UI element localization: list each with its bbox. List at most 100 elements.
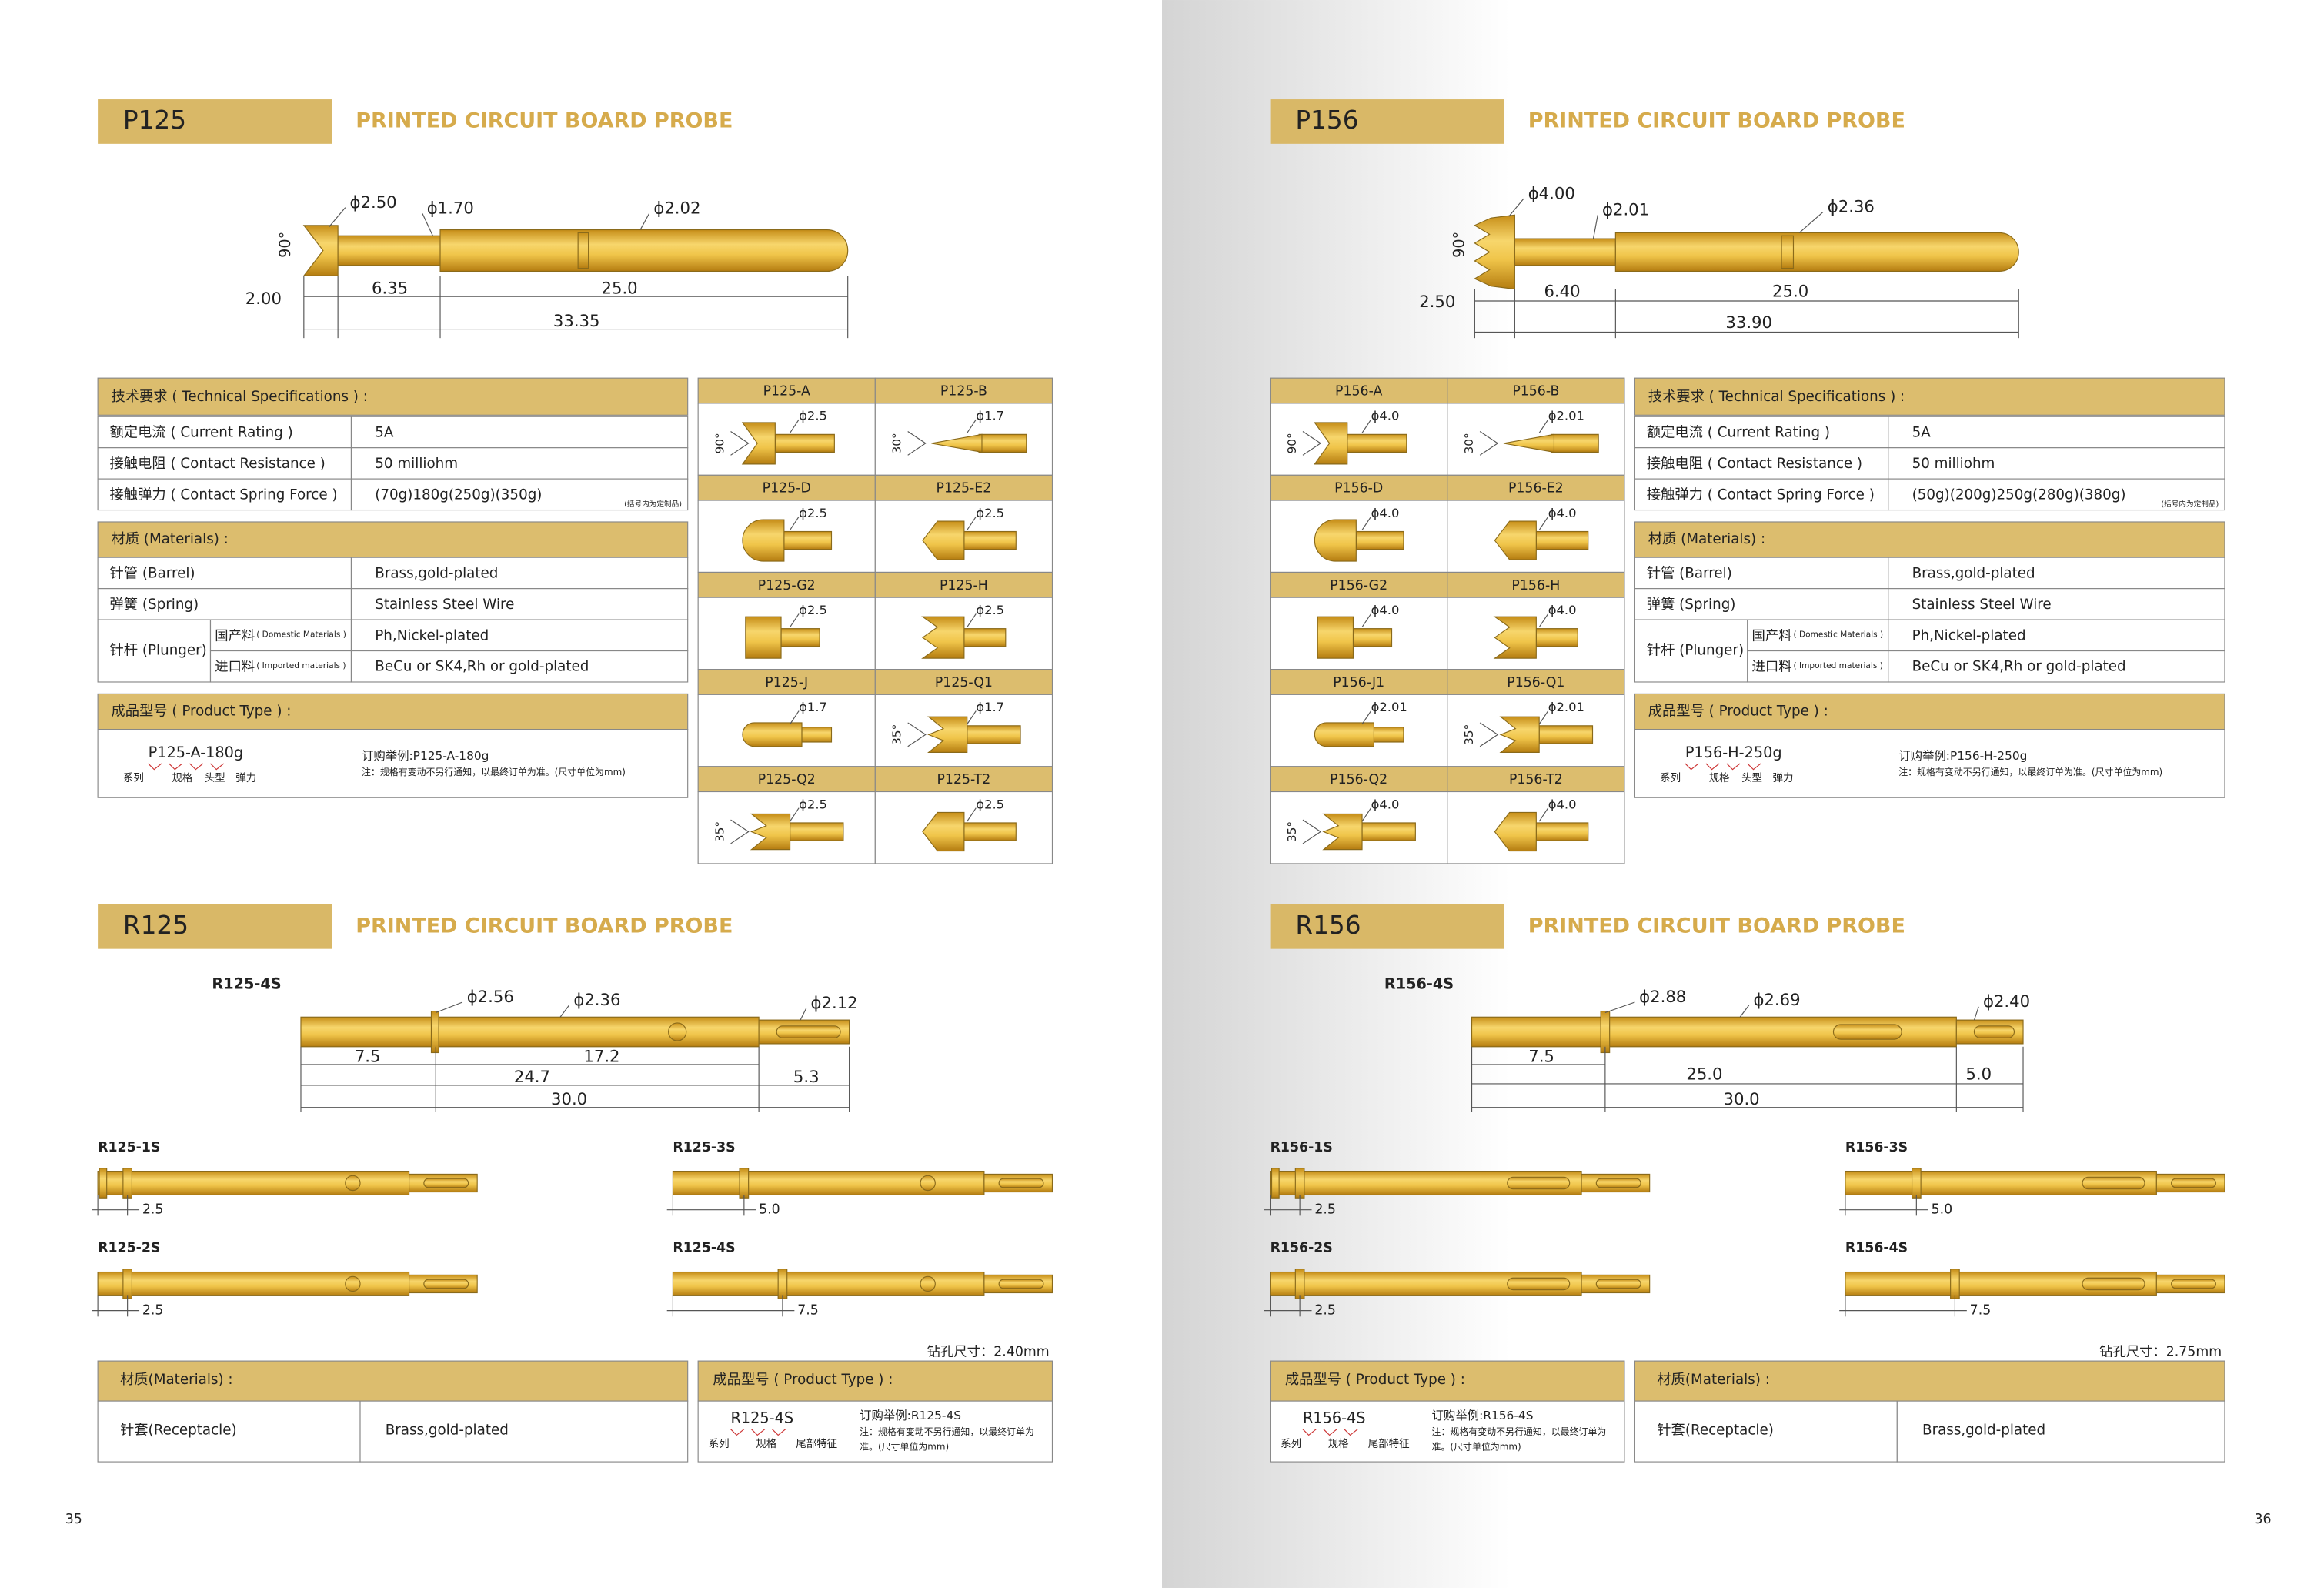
table-header-text: 成品型号 ( Product Type ) :: [1648, 704, 1828, 720]
leader-line: [639, 213, 650, 230]
leader-line: [1538, 807, 1549, 822]
material-sub-note: ( Imported materials ): [1793, 661, 1882, 670]
product-example: R156-4S: [1303, 1409, 1366, 1427]
section-code-bar: [98, 904, 332, 949]
variant-ring: [777, 1269, 788, 1299]
tip-diameter: ϕ2.5: [799, 506, 827, 520]
tip-angle: 90°: [713, 433, 727, 453]
variant-dimension: 2.5: [1314, 1202, 1336, 1218]
table-cell: [1888, 588, 2225, 620]
section-heading: PRINTED CIRCUIT BOARD PROBE: [356, 109, 733, 132]
leader-line: [790, 613, 800, 628]
probe-groove: [577, 232, 589, 269]
diameter-label: ϕ2.12: [811, 993, 858, 1012]
tail-slot: [1973, 1025, 2015, 1038]
material-value: Ph,Nickel-plated: [1912, 627, 2026, 644]
material-label: 弹簧 (Spring): [110, 597, 199, 613]
product-box: [697, 1400, 1053, 1463]
variant-dimension: 5.0: [759, 1202, 780, 1218]
table-cell: [350, 478, 689, 511]
tip-head: [1494, 811, 1537, 852]
spec-value: (70g)180g(250g)(350g): [375, 486, 542, 503]
table-cell: [1634, 619, 1748, 683]
angle-lines: [1302, 431, 1322, 456]
dimension-label: 6.35: [372, 279, 408, 298]
diameter-label: ϕ2.88: [1639, 987, 1686, 1006]
tip-header: [1270, 669, 1448, 695]
tail-slot: [776, 1025, 841, 1038]
tip-header: [1270, 766, 1448, 793]
leader-line: [1592, 215, 1598, 239]
spec-label: 额定电流 ( Current Rating ): [1647, 424, 1830, 440]
leader-line: [967, 419, 977, 433]
variant-name: R125-4S: [673, 1241, 735, 1256]
spec-label: 接触弹力 ( Contact Spring Force ): [1647, 486, 1875, 503]
product-part: 系列: [1281, 1438, 1301, 1450]
tip-name: P125-D: [763, 481, 811, 496]
spec-value: 50 milliohm: [375, 456, 458, 472]
material-sub-note: ( Imported materials ): [256, 661, 346, 670]
diameter-label: ϕ2.01: [1602, 200, 1649, 219]
table-header-text: 技术要求 ( Technical Specifications ) :: [1648, 389, 1905, 405]
tip-angle: 35°: [713, 821, 727, 842]
table-header: [697, 1360, 1053, 1402]
product-box: [1634, 729, 2225, 798]
spec-value: 5A: [1912, 424, 1932, 440]
section-code-bar: [1270, 99, 1504, 144]
tip-head: [742, 519, 785, 562]
material-label: 针套(Receptacle): [1657, 1423, 1774, 1439]
material-label: 针杆 (Plunger): [1647, 643, 1744, 659]
product-note: 注：规格有变动不另行通知，以最终订单为: [1432, 1426, 1607, 1437]
section-code: P125: [123, 105, 186, 135]
leader-line: [329, 207, 346, 228]
drill-size: 钻孔尺寸：2.75mm: [2099, 1345, 2222, 1360]
material-sub-label: 进口料: [1752, 660, 1792, 675]
product-part: 系列: [123, 772, 144, 784]
leader-line: [790, 807, 800, 822]
tip-shaft: [774, 433, 835, 453]
part-marker: [210, 763, 225, 771]
spec-value: 5A: [375, 424, 394, 440]
leader-line: [1508, 198, 1524, 217]
dimension-label: 25.0: [602, 279, 638, 298]
spec-label: 接触电阻 ( Contact Resistance ): [1647, 456, 1862, 472]
product-part: 头型: [205, 772, 225, 784]
variant-hole: [345, 1175, 361, 1192]
tip-shaft: [801, 727, 833, 743]
probe-plunger: [337, 235, 441, 266]
dimension-label: 33.35: [553, 311, 600, 330]
leader-line: [1739, 1005, 1750, 1018]
angle-lines: [1479, 431, 1499, 456]
tip-shaft: [967, 725, 1021, 744]
tip-header: [1447, 571, 1625, 598]
dimension-label: 30.0: [551, 1089, 587, 1108]
variant-body: [672, 1170, 985, 1195]
material-value: Brass,gold-plated: [1912, 565, 2035, 581]
diameter-label: ϕ1.70: [427, 199, 474, 218]
tip-header: [697, 669, 876, 695]
tip-head: [927, 716, 968, 754]
variant-dimension: 2.5: [1314, 1303, 1336, 1319]
tip-diameter: ϕ2.5: [976, 506, 1004, 520]
table-cell: [1888, 619, 2225, 652]
tip-angle: 35°: [1285, 821, 1299, 842]
tip-shaft: [1535, 530, 1589, 550]
material-value: Brass,gold-plated: [386, 1423, 509, 1439]
angle-lines: [1302, 819, 1322, 844]
tip-head: [1317, 616, 1354, 659]
variant-name: R156-3S: [1845, 1140, 1908, 1155]
tip-name: P125-E2: [937, 481, 992, 496]
section-code: R125: [123, 911, 189, 940]
tip-angle: 35°: [1462, 724, 1476, 745]
variant-name: R156-1S: [1271, 1140, 1333, 1155]
variant-name: R156-2S: [1271, 1241, 1333, 1256]
leader-line: [436, 1001, 463, 1014]
spec-label: 额定电流 ( Current Rating ): [110, 424, 293, 440]
product-box: [97, 729, 689, 798]
material-value: BeCu or SK4,Rh or gold-plated: [375, 659, 589, 675]
section-heading: PRINTED CIRCUIT BOARD PROBE: [1528, 109, 1905, 132]
table-cell: [97, 619, 212, 683]
drill-size: 钻孔尺寸：2.40mm: [927, 1345, 1050, 1360]
leader-line: [967, 710, 977, 725]
